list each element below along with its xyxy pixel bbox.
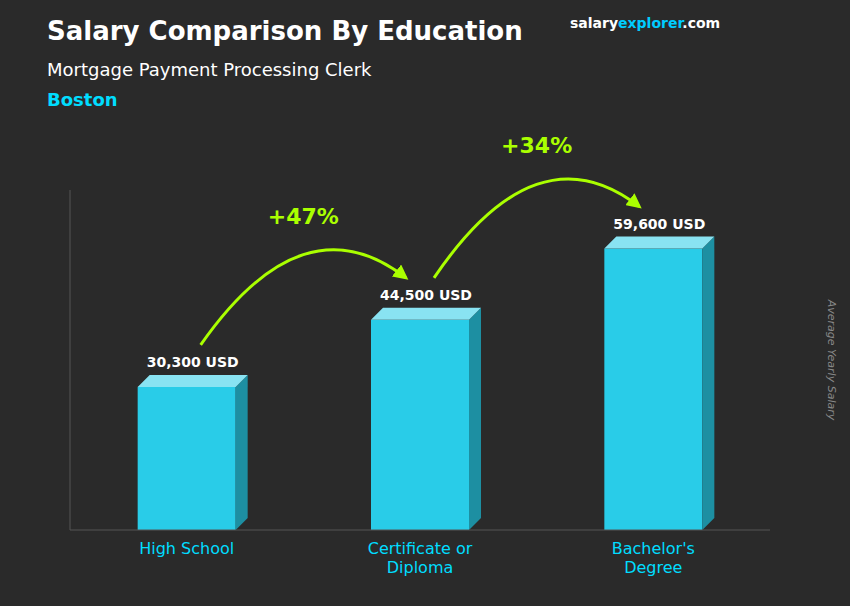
bar-side [702, 237, 714, 530]
bar-side [469, 308, 481, 530]
x-axis-line [70, 530, 770, 531]
value-label: 59,600 USD [613, 216, 705, 232]
bar-top [138, 375, 248, 387]
x-tick-label-line: Certificate or [368, 539, 473, 558]
bar [138, 375, 248, 530]
title: Salary Comparison By Education [47, 16, 523, 46]
location: Boston [47, 89, 118, 110]
bar [604, 237, 714, 530]
x-tick-label-line: Bachelor's [612, 539, 695, 558]
brand-part: explorer [618, 15, 684, 31]
chart: Salary Comparison By Education Mortgage P… [0, 0, 850, 606]
bar-front [371, 320, 469, 530]
x-tick-label-line: Degree [624, 558, 682, 577]
bar-top [604, 237, 714, 249]
brand-part: .com [682, 15, 720, 31]
value-label: 44,500 USD [380, 287, 472, 303]
x-tick-label: High School [139, 539, 234, 558]
x-tick-label-line: High School [139, 539, 234, 558]
subtitle: Mortgage Payment Processing Clerk [47, 59, 372, 80]
bar-front [604, 249, 702, 530]
x-tick-label: Bachelor'sDegree [612, 539, 695, 577]
brand-part: salary [570, 15, 618, 31]
background [0, 0, 850, 606]
bar-side [236, 375, 248, 530]
x-tick-label-line: Diploma [387, 558, 454, 577]
pct-label: +47% [268, 204, 339, 229]
y-axis-label: Average Yearly Salary [825, 299, 838, 421]
pct-arrow [201, 250, 406, 345]
x-tick-label: Certificate orDiploma [368, 539, 473, 577]
bars [138, 237, 715, 530]
bar-top [371, 308, 481, 320]
value-label: 30,300 USD [147, 354, 239, 370]
brand: salaryexplorer.com [570, 15, 720, 31]
pct-arrow [434, 179, 639, 278]
pct-label: +34% [501, 133, 572, 158]
y-axis-line [70, 190, 71, 530]
bar [371, 308, 481, 530]
bar-front [138, 387, 236, 530]
